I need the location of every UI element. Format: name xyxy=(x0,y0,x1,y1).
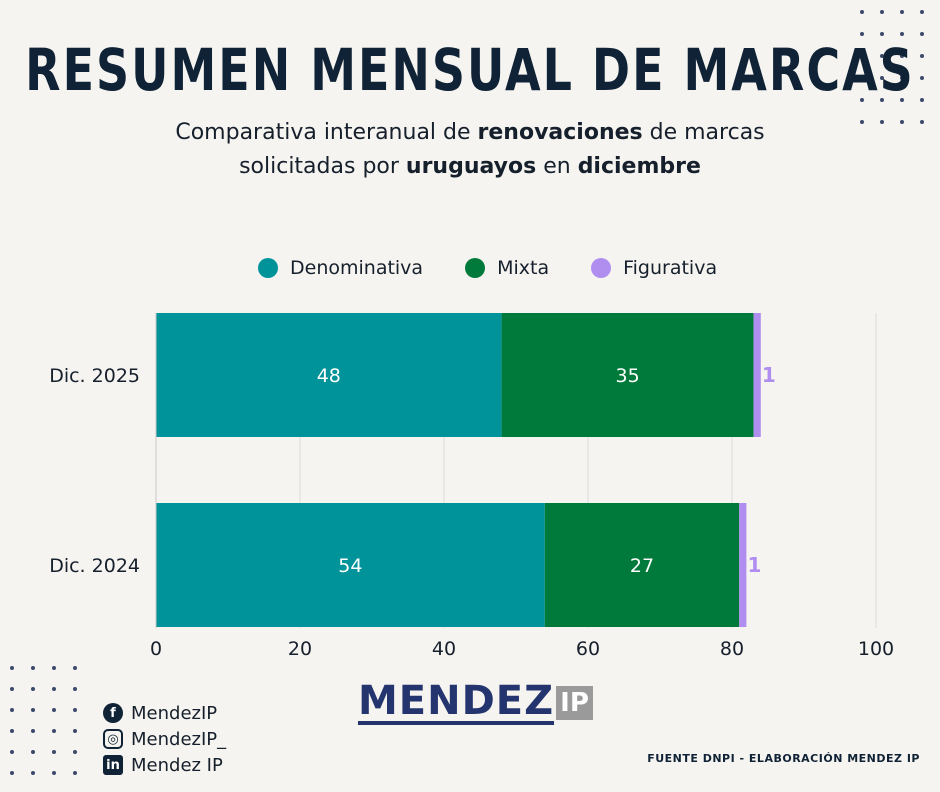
data-label-mixta-0: 35 xyxy=(616,365,640,387)
mendez-ip-logo: MENDEZ IP xyxy=(358,681,593,725)
bar-denominativa-0 xyxy=(156,313,502,437)
social-linkedin[interactable]: in Mendez IP xyxy=(103,752,226,778)
data-label-mixta-1: 27 xyxy=(630,555,654,577)
bar-figurativa-0 xyxy=(753,313,761,437)
category-label-1: Dic. 2024 xyxy=(49,555,140,577)
x-tick-label-100: 100 xyxy=(858,638,894,660)
legend-item-denominativa: Denominativa xyxy=(258,257,423,279)
chart-legend: Denominativa Mixta Figurativa xyxy=(258,257,759,279)
legend-label-figurativa: Figurativa xyxy=(623,257,718,279)
legend-swatch-mixta xyxy=(465,258,486,278)
legend-swatch-denominativa xyxy=(258,258,278,278)
x-tick-label-60: 60 xyxy=(576,638,600,660)
x-tick-label-80: 80 xyxy=(720,638,744,660)
legend-item-mixta: Mixta xyxy=(465,257,549,279)
source-note: FUENTE DNPI - ELABORACIÓN MENDEZ IP xyxy=(647,752,920,765)
social-linkedin-label: Mendez IP xyxy=(131,754,223,776)
bar-denominativa-1 xyxy=(156,503,545,627)
category-label-0: Dic. 2025 xyxy=(49,365,140,387)
bar-figurativa-1 xyxy=(739,503,747,627)
logo-ip-badge: IP xyxy=(556,686,593,720)
data-label-denominativa-1: 54 xyxy=(338,555,362,577)
x-tick-label-0: 0 xyxy=(150,638,162,660)
social-facebook[interactable]: f MendezIP xyxy=(103,700,226,726)
social-links: f MendezIP ◎ MendezIP_ in Mendez IP xyxy=(103,700,226,778)
x-tick-label-20: 20 xyxy=(288,638,312,660)
x-tick-label-40: 40 xyxy=(432,638,456,660)
facebook-icon: f xyxy=(103,703,123,723)
legend-label-mixta: Mixta xyxy=(497,257,550,279)
bar-mixta-0 xyxy=(501,313,754,437)
legend-item-figurativa: Figurativa xyxy=(591,257,717,279)
data-label-figurativa-1: 1 xyxy=(747,553,761,577)
legend-label-denominativa: Denominativa xyxy=(290,257,424,279)
instagram-icon: ◎ xyxy=(103,729,123,749)
page-subtitle: Comparativa interanual de renovaciones d… xyxy=(175,120,765,179)
decorative-dots-top-right xyxy=(860,10,940,142)
social-facebook-label: MendezIP xyxy=(131,702,218,724)
decorative-dots-bottom-left xyxy=(10,666,94,792)
linkedin-icon: in xyxy=(103,755,123,775)
data-label-figurativa-0: 1 xyxy=(762,363,776,387)
legend-swatch-figurativa xyxy=(591,258,612,278)
data-label-denominativa-0: 48 xyxy=(317,365,341,387)
social-instagram-label: MendezIP_ xyxy=(131,728,227,750)
social-instagram[interactable]: ◎ MendezIP_ xyxy=(103,726,226,752)
logo-main-text: MENDEZ xyxy=(358,678,555,725)
bar-mixta-1 xyxy=(544,503,740,627)
page-title: RESUMEN MENSUAL DE MARCAS xyxy=(25,36,915,104)
